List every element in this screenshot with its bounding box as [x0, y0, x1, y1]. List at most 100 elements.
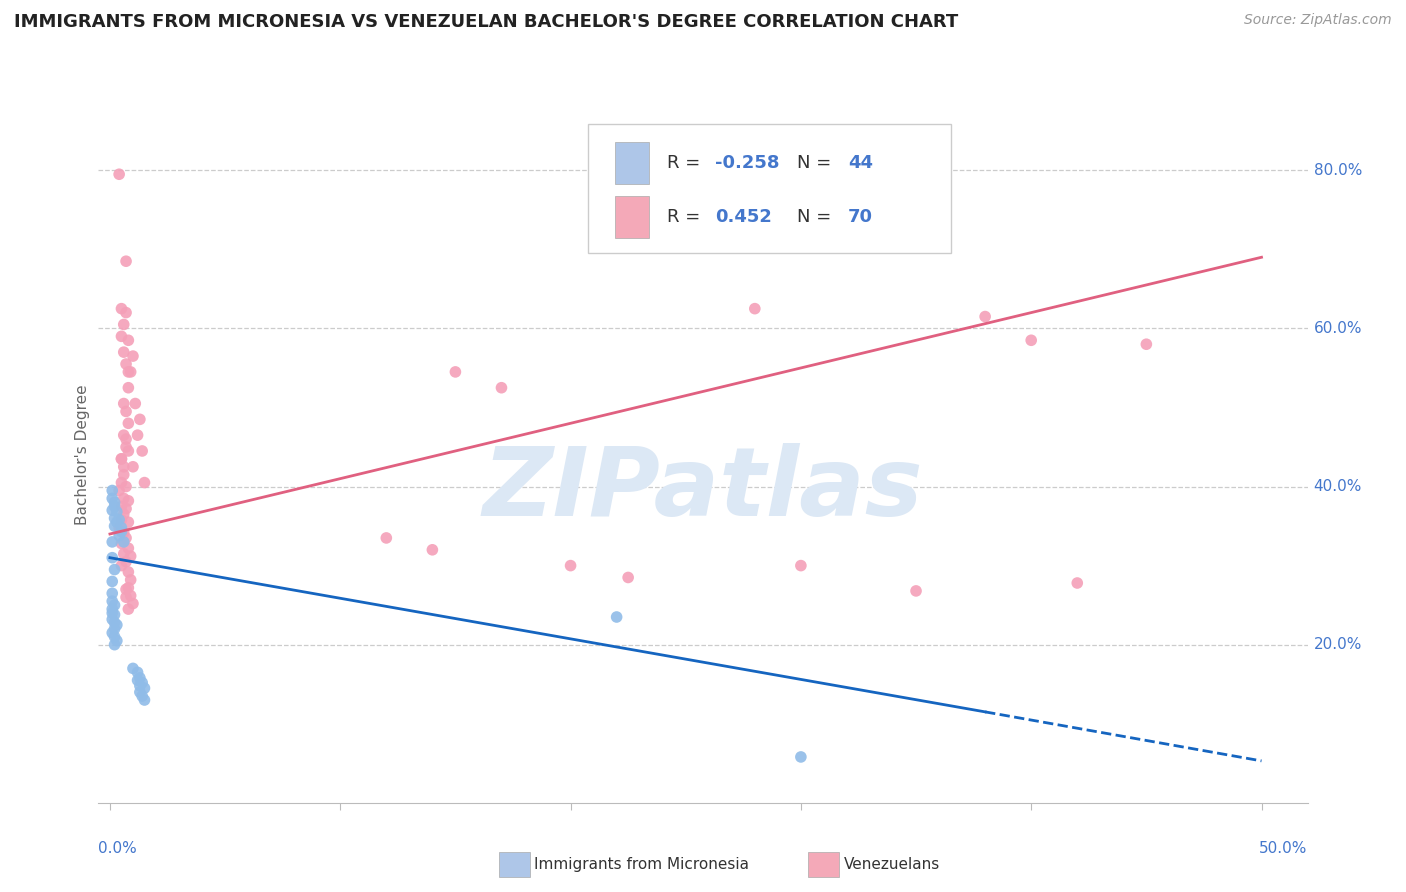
Point [101, 491, 124, 506]
Text: 0.0%: 0.0% [98, 841, 138, 856]
Text: 20.0%: 20.0% [1313, 637, 1362, 652]
Point [112, 318, 135, 332]
Point [115, 254, 138, 268]
Text: ZIPatlas: ZIPatlas [482, 443, 924, 536]
Text: IMMIGRANTS FROM MICRONESIA VS VENEZUELAN BACHELOR'S DEGREE CORRELATION CHART: IMMIGRANTS FROM MICRONESIA VS VENEZUELAN… [14, 13, 959, 31]
Point [103, 638, 125, 652]
Point [110, 524, 132, 539]
Point [375, 531, 398, 545]
Point [110, 521, 132, 535]
Point [117, 444, 139, 458]
Point [120, 589, 142, 603]
Point [120, 573, 142, 587]
Point [1066, 576, 1088, 591]
Text: -0.258: -0.258 [716, 153, 779, 171]
Point [115, 582, 138, 597]
Point [124, 396, 146, 410]
Point [112, 459, 135, 474]
Point [101, 483, 124, 498]
Point [117, 365, 139, 379]
Point [103, 511, 125, 525]
Point [974, 310, 997, 324]
Point [122, 597, 145, 611]
Point [101, 534, 124, 549]
Point [112, 396, 135, 410]
Point [112, 534, 135, 549]
FancyBboxPatch shape [588, 124, 950, 253]
Point [117, 565, 139, 579]
Point [115, 501, 138, 516]
Point [101, 612, 124, 626]
Point [101, 606, 124, 620]
Point [110, 500, 132, 514]
Point [131, 675, 153, 690]
Point [128, 679, 150, 693]
Text: Venezuelans: Venezuelans [844, 857, 939, 871]
Text: Source: ZipAtlas.com: Source: ZipAtlas.com [1244, 13, 1392, 28]
Point [491, 381, 513, 395]
Point [103, 563, 125, 577]
Point [117, 417, 139, 431]
Point [115, 591, 138, 605]
Point [103, 630, 125, 644]
Point [122, 349, 145, 363]
Point [131, 689, 153, 703]
Point [422, 542, 444, 557]
Point [905, 583, 928, 598]
Point [117, 602, 139, 616]
Text: 70: 70 [848, 208, 873, 226]
Point [103, 519, 125, 533]
Point [117, 381, 139, 395]
Point [117, 333, 139, 347]
Point [101, 586, 124, 600]
Point [1019, 333, 1042, 347]
Point [108, 167, 131, 181]
Point [108, 483, 131, 498]
Point [112, 507, 135, 521]
Point [112, 467, 135, 482]
Point [744, 301, 766, 316]
Point [134, 475, 156, 490]
Point [120, 365, 142, 379]
Y-axis label: Bachelor's Degree: Bachelor's Degree [75, 384, 90, 525]
Point [606, 610, 628, 624]
Point [101, 550, 124, 565]
Point [101, 594, 124, 608]
Text: N =: N = [797, 208, 838, 226]
Text: Immigrants from Micronesia: Immigrants from Micronesia [534, 857, 749, 871]
Point [101, 503, 124, 517]
Text: 44: 44 [848, 153, 873, 171]
Text: 0.452: 0.452 [716, 208, 772, 226]
Point [115, 555, 138, 569]
Point [115, 357, 138, 371]
FancyBboxPatch shape [614, 142, 648, 184]
Point [128, 412, 150, 426]
Point [103, 495, 125, 509]
Point [105, 515, 128, 529]
Point [115, 440, 138, 454]
Point [110, 301, 132, 316]
Point [617, 570, 640, 584]
Point [108, 513, 131, 527]
Point [117, 493, 139, 508]
Point [112, 491, 135, 506]
Point [112, 525, 135, 540]
Text: 60.0%: 60.0% [1313, 321, 1362, 336]
Point [127, 665, 149, 680]
Point [110, 451, 132, 466]
Text: R =: R = [666, 153, 706, 171]
Point [112, 547, 135, 561]
Point [101, 625, 124, 640]
Point [112, 345, 135, 359]
Point [560, 558, 582, 573]
Point [127, 428, 149, 442]
Point [103, 615, 125, 630]
Text: 80.0%: 80.0% [1313, 163, 1362, 178]
Point [128, 685, 150, 699]
Point [110, 451, 132, 466]
Point [117, 515, 139, 529]
Point [110, 558, 132, 573]
Point [120, 549, 142, 563]
Point [110, 513, 132, 527]
Point [115, 305, 138, 319]
